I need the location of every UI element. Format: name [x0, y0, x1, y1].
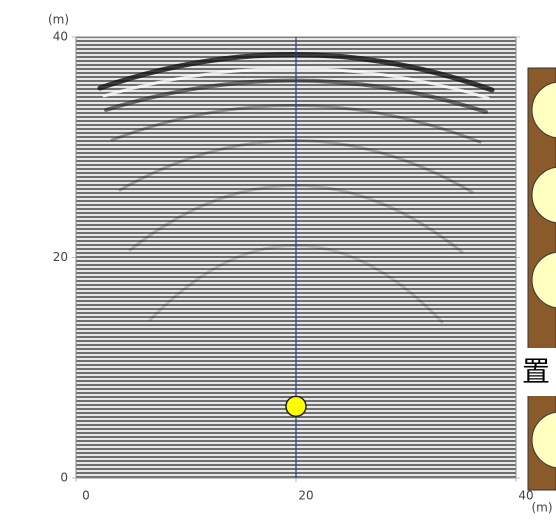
y-unit: (m): [48, 13, 69, 27]
y-tick-label: 20: [53, 250, 68, 264]
x-tick-label: 40: [518, 489, 533, 503]
x-tick-label: 20: [298, 489, 313, 503]
y-tick-label: 0: [60, 471, 68, 485]
x-tick-label: 0: [82, 489, 90, 503]
annotation: 置: [522, 355, 550, 388]
side-panel: [518, 67, 556, 491]
x-unit: (m): [531, 501, 552, 515]
point: [285, 395, 307, 418]
y-tick-label: 40: [53, 30, 68, 44]
